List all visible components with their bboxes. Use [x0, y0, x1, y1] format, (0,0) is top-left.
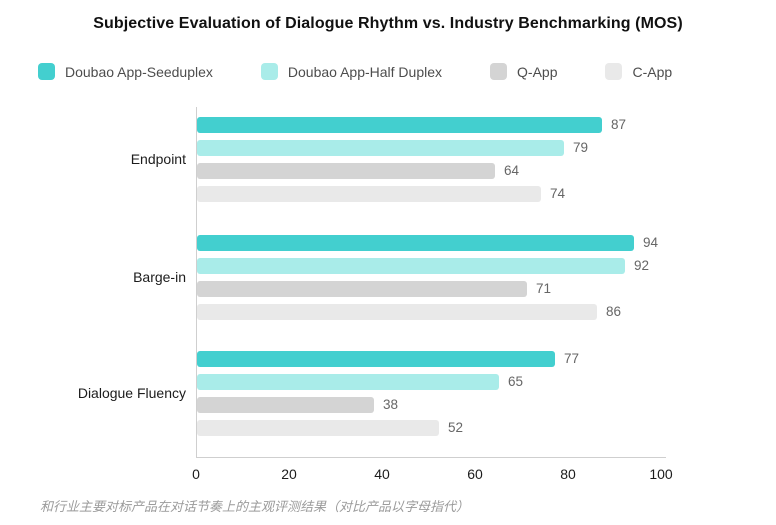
bar-value-label: 38: [383, 397, 399, 412]
bar-row: 71: [197, 281, 658, 297]
bar-value-label: 92: [634, 258, 650, 273]
bar-value-label: 74: [550, 186, 566, 201]
x-tick-label: 80: [560, 466, 576, 482]
bar-row: 86: [197, 304, 658, 320]
legend-item-4: C-App: [605, 63, 672, 80]
bar: [197, 140, 564, 156]
bar-row: 87: [197, 117, 626, 133]
bar: [197, 117, 602, 133]
chart-title: Subjective Evaluation of Dialogue Rhythm…: [93, 15, 683, 32]
legend-label: Doubao App-Seeduplex: [65, 63, 213, 80]
bar-row: 65: [197, 374, 579, 390]
bar-value-label: 79: [573, 140, 589, 155]
bar-value-label: 71: [536, 281, 552, 296]
legend-item-3: Q-App: [490, 63, 557, 80]
bar-value-label: 65: [508, 374, 524, 389]
bar: [197, 374, 499, 390]
bar-value-label: 86: [606, 304, 622, 319]
legend-label: Q-App: [517, 63, 558, 80]
bar: [197, 235, 634, 251]
legend-swatch-icon: [605, 63, 623, 80]
y-axis-line: [196, 107, 197, 458]
bar-row: 77: [197, 351, 579, 367]
bar-row: 52: [197, 420, 579, 436]
bar-value-label: 94: [643, 235, 659, 250]
bar-row: 38: [197, 397, 579, 413]
legend-item-2: Doubao App-Half Duplex: [260, 63, 443, 80]
bar-group: 77 65 38 52: [197, 351, 579, 436]
x-tick-label: 60: [467, 466, 483, 482]
x-axis-line: [196, 457, 666, 458]
bar: [197, 163, 495, 179]
bar-value-label: 87: [611, 117, 627, 132]
bar-row: 94: [197, 235, 658, 251]
bar: [197, 186, 541, 202]
x-tick-label: 100: [649, 466, 673, 482]
bar-row: 74: [197, 186, 626, 202]
bar: [197, 304, 597, 320]
category-label: Barge-in: [133, 268, 186, 285]
chart-caption: 和行业主要对标产品在对话节奏上的主观评测结果（对比产品以字母指代）: [40, 499, 470, 514]
legend-swatch-icon: [490, 63, 508, 80]
bar: [197, 397, 374, 413]
x-tick-label: 0: [192, 466, 200, 482]
legend-swatch-icon: [38, 63, 55, 80]
legend-label: Doubao App-Half Duplex: [287, 63, 443, 80]
chart-legend: Doubao App-Seeduplex Doubao App-Half Dupl…: [38, 63, 672, 80]
legend-label: C-App: [632, 63, 673, 80]
x-tick-label: 20: [281, 466, 297, 482]
bar: [197, 258, 625, 274]
category-label: Endpoint: [130, 150, 186, 167]
bar-value-label: 77: [564, 351, 580, 366]
bar: [197, 420, 439, 436]
x-tick-label: 40: [374, 466, 390, 482]
bar-group: 87 79 64 74: [197, 117, 626, 202]
bar-row: 92: [197, 258, 658, 274]
category-label: Dialogue Fluency: [77, 384, 186, 401]
bar-value-label: 64: [504, 163, 520, 178]
bar-group: 94 92 71 86: [197, 235, 658, 320]
bar: [197, 351, 555, 367]
bar: [197, 281, 527, 297]
legend-swatch-icon: [260, 63, 278, 80]
bar-row: 64: [197, 163, 626, 179]
bar-value-label: 52: [448, 420, 464, 435]
bar-row: 79: [197, 140, 626, 156]
legend-item-1: Doubao App-Seeduplex: [38, 63, 213, 80]
